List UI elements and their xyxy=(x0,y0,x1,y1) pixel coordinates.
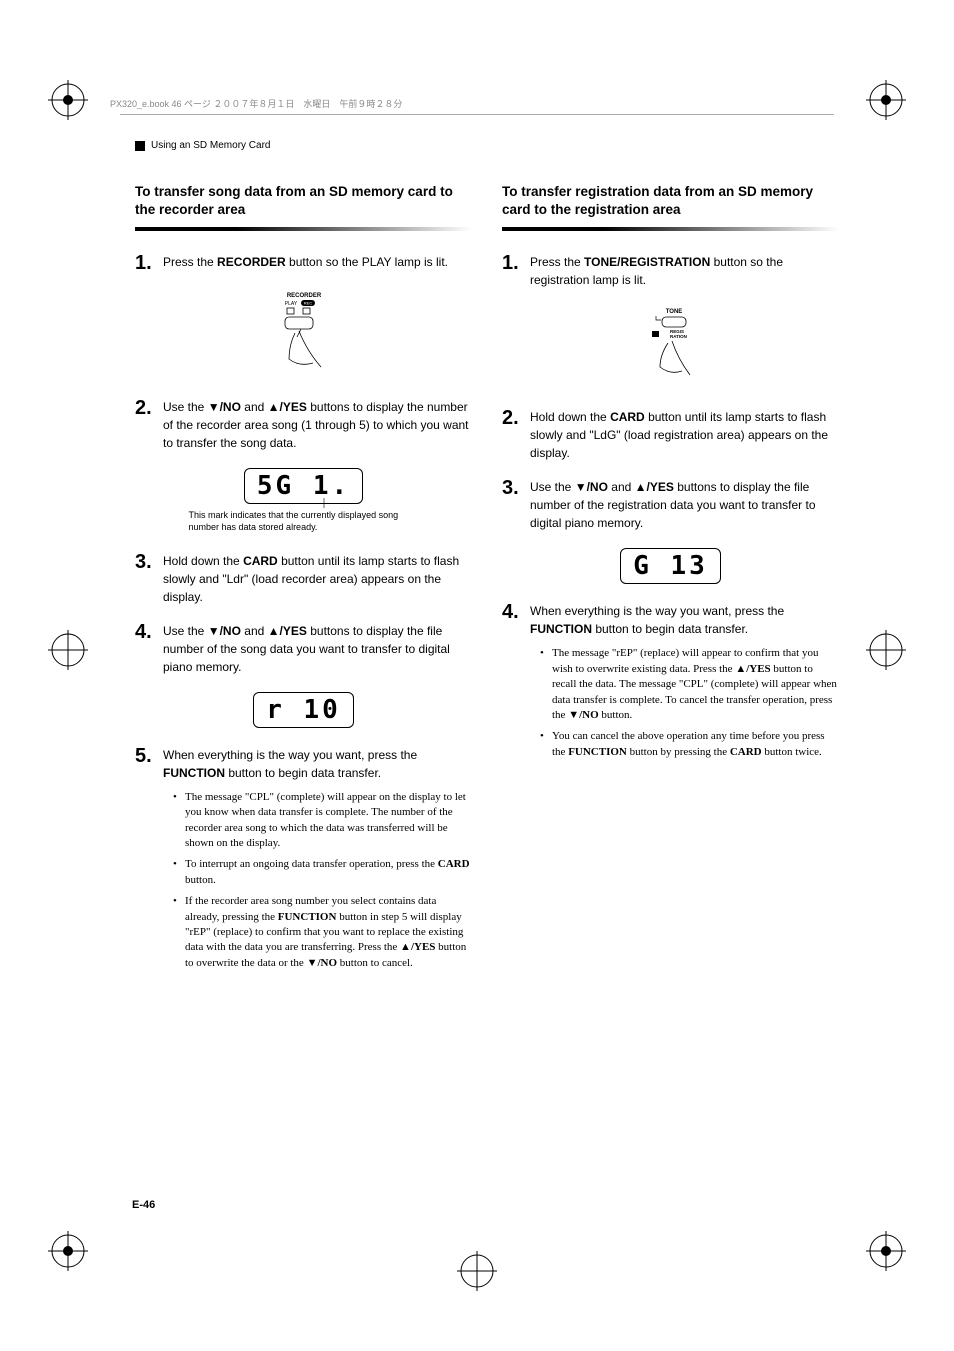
step-text: Hold down the CARD button until its lamp… xyxy=(163,552,472,606)
step-1: 1. Press the TONE/REGISTRATION button so… xyxy=(502,253,839,289)
figure-tone: TONE REGIS RATION xyxy=(502,305,839,390)
step-text: When everything is the way you want, pre… xyxy=(530,602,839,766)
list-item: If the recorder area song number you sel… xyxy=(173,894,472,971)
bullet-list: The message "CPL" (complete) will appear… xyxy=(163,790,472,971)
step-5: 5. When everything is the way you want, … xyxy=(135,746,472,977)
step-text: Use the /NO and /YES buttons to display … xyxy=(163,622,472,676)
step-text: Press the TONE/REGISTRATION button so th… xyxy=(530,253,839,289)
crop-mark-icon xyxy=(48,630,88,670)
step-text: Press the RECORDER button so the PLAY la… xyxy=(163,253,472,273)
list-item: The message "CPL" (complete) will appear… xyxy=(173,790,472,852)
section-header: Using an SD Memory Card xyxy=(135,140,839,151)
list-item: You can cancel the above operation any t… xyxy=(540,729,839,760)
step-number: 2. xyxy=(135,398,155,452)
step-text: When everything is the way you want, pre… xyxy=(163,746,472,977)
step-number: 3. xyxy=(135,552,155,606)
figure-display-1: 5G 1. This mark indicates that the curre… xyxy=(135,468,472,533)
step-number: 4. xyxy=(135,622,155,676)
step-2: 2. Use the /NO and /YES buttons to displ… xyxy=(135,398,472,452)
crop-mark-icon xyxy=(866,80,906,120)
right-column: To transfer registration data from an SD… xyxy=(502,183,839,993)
step-2: 2. Hold down the CARD button until its l… xyxy=(502,408,839,462)
right-heading: To transfer registration data from an SD… xyxy=(502,183,839,219)
figure-recorder: RECORDER PLAY REC xyxy=(135,289,472,380)
figure-display-2: r 10 xyxy=(135,692,472,728)
step-3: 3. Hold down the CARD button until its l… xyxy=(135,552,472,606)
heading-rule xyxy=(502,227,839,231)
step-text: Hold down the CARD button until its lamp… xyxy=(530,408,839,462)
step-text: Use the /NO and /YES buttons to display … xyxy=(530,478,839,532)
section-title: Using an SD Memory Card xyxy=(151,140,270,151)
lcd-display: G 13 xyxy=(620,548,721,584)
figure-display-3: G 13 xyxy=(502,548,839,584)
top-rule xyxy=(120,114,834,115)
crop-mark-icon xyxy=(866,630,906,670)
crop-mark-icon xyxy=(48,1231,88,1271)
bullet-list: The message "rEP" (replace) will appear … xyxy=(530,646,839,760)
left-column: To transfer song data from an SD memory … xyxy=(135,183,472,993)
svg-text:RECORDER: RECORDER xyxy=(286,293,321,299)
crop-mark-icon xyxy=(457,1251,497,1291)
step-number: 3. xyxy=(502,478,522,532)
lcd-display: r 10 xyxy=(253,692,354,728)
section-marker-icon xyxy=(135,141,145,151)
step-number: 2. xyxy=(502,408,522,462)
step-1: 1. Press the RECORDER button so the PLAY… xyxy=(135,253,472,273)
svg-text:REC: REC xyxy=(303,301,312,306)
left-heading: To transfer song data from an SD memory … xyxy=(135,183,472,219)
page-content: Using an SD Memory Card To transfer song… xyxy=(135,140,839,1221)
list-item: The message "rEP" (replace) will appear … xyxy=(540,646,839,723)
page-number: E-46 xyxy=(132,1199,155,1211)
crop-mark-icon xyxy=(866,1231,906,1271)
svg-text:PLAY: PLAY xyxy=(284,301,297,307)
list-item: To interrupt an ongoing data transfer op… xyxy=(173,857,472,888)
step-3: 3. Use the /NO and /YES buttons to displ… xyxy=(502,478,839,532)
crop-mark-icon xyxy=(48,80,88,120)
step-number: 5. xyxy=(135,746,155,977)
step-4: 4. Use the /NO and /YES buttons to displ… xyxy=(135,622,472,676)
step-number: 1. xyxy=(502,253,522,289)
heading-rule xyxy=(135,227,472,231)
crop-header: PX320_e.book 46 ページ ２００７年８月１日 水曜日 午前９時２８… xyxy=(110,97,402,110)
svg-text:TONE: TONE xyxy=(665,309,682,315)
display-caption: This mark indicates that the currently d… xyxy=(189,510,419,533)
svg-text:RATION: RATION xyxy=(670,334,687,339)
step-number: 4. xyxy=(502,602,522,766)
step-number: 1. xyxy=(135,253,155,273)
step-text: Use the /NO and /YES buttons to display … xyxy=(163,398,472,452)
step-4: 4. When everything is the way you want, … xyxy=(502,602,839,766)
